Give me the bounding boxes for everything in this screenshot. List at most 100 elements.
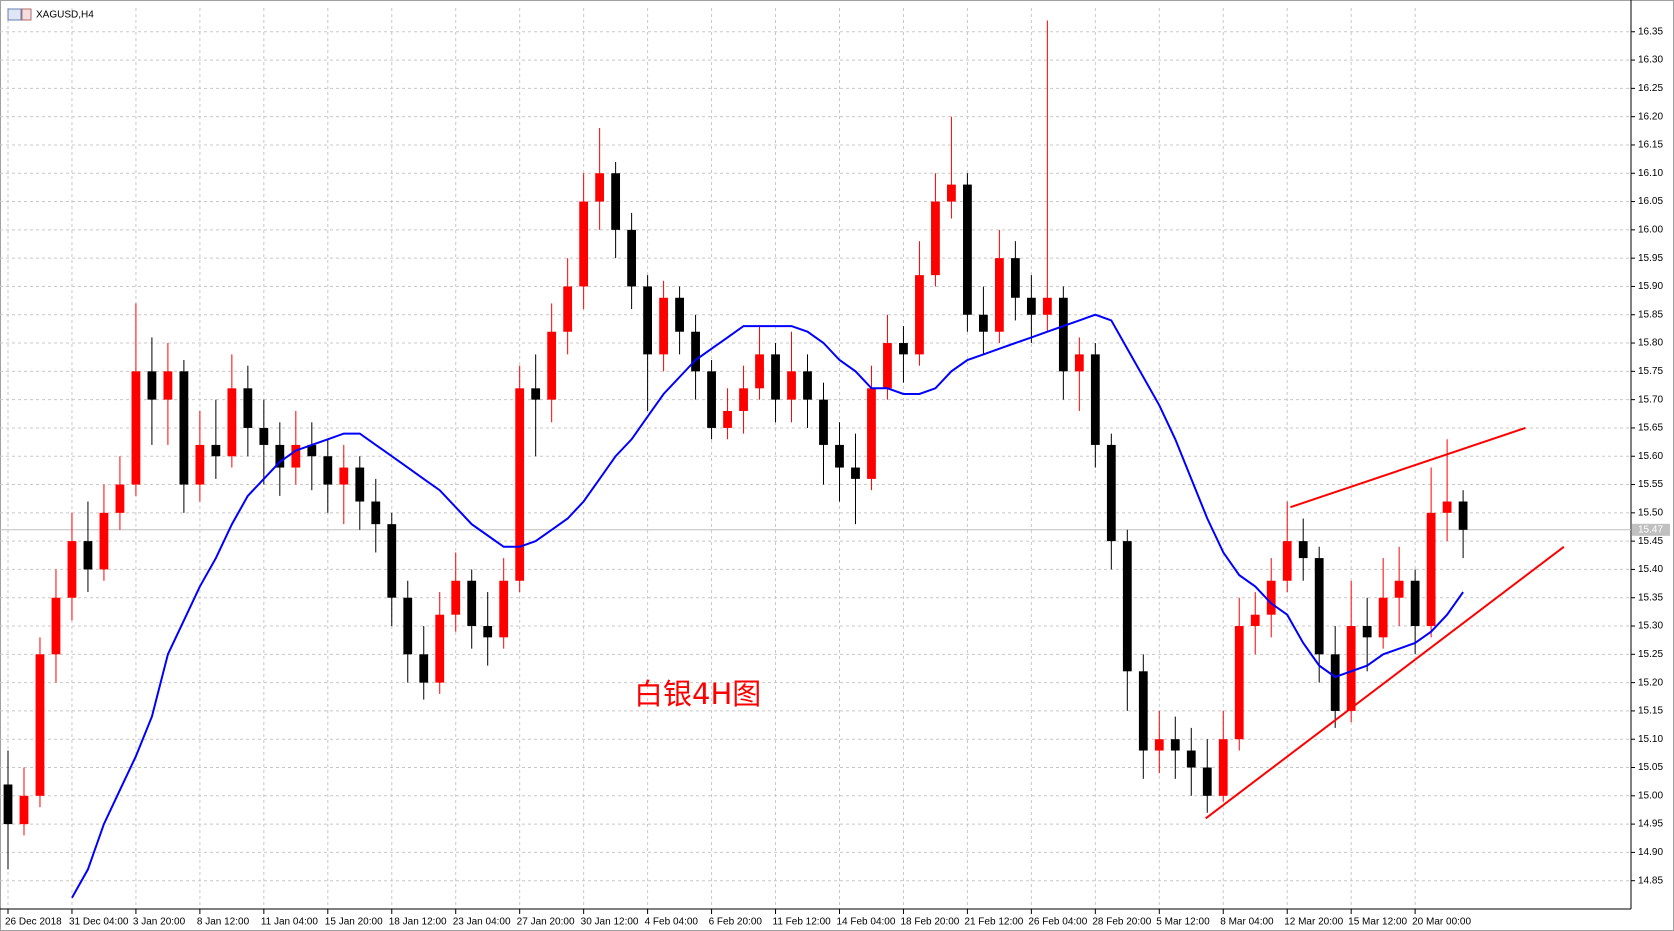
candle-body: [355, 467, 365, 502]
candle-body: [67, 541, 77, 598]
candle-body: [1442, 501, 1452, 513]
x-tick-label: 11 Feb 12:00: [773, 917, 832, 928]
x-tick-label: 8 Jan 12:00: [197, 917, 250, 928]
candle-body: [739, 388, 748, 411]
trend-line: [1290, 426, 1526, 509]
candle-body: [915, 275, 924, 355]
candle-body: [883, 343, 892, 389]
candle-body: [723, 410, 732, 428]
candle-body: [515, 388, 525, 581]
x-tick-label: 26 Dec 2018: [5, 917, 62, 928]
x-tick-label: 23 Jan 04:00: [453, 917, 511, 928]
y-tick-label: 15.90: [1638, 281, 1663, 292]
candle-body: [1282, 541, 1292, 581]
candle-body: [1074, 354, 1084, 372]
y-tick-label: 15.20: [1638, 677, 1663, 688]
candle-body: [963, 184, 972, 315]
y-tick-label: 15.40: [1638, 564, 1663, 575]
candle-body: [691, 331, 700, 372]
x-tick-label: 28 Feb 20:00: [1092, 917, 1151, 928]
x-tick-label: 20 Mar 00:00: [1412, 917, 1471, 928]
candle-body: [1234, 626, 1244, 740]
y-tick-label: 15.70: [1638, 394, 1663, 405]
y-tick-label: 16.35: [1638, 26, 1663, 37]
candle-body: [275, 444, 285, 468]
candle-body: [1458, 501, 1468, 530]
x-tick-label: 12 Mar 20:00: [1284, 917, 1343, 928]
candle-body: [451, 580, 461, 615]
y-tick-label: 14.95: [1638, 819, 1663, 830]
y-tick-label: 16.00: [1638, 224, 1663, 235]
candle-body: [339, 467, 349, 485]
candle-body: [627, 229, 637, 287]
candle-body: [659, 297, 668, 355]
candle-body: [579, 201, 589, 287]
candle-body: [1330, 654, 1340, 711]
candle-body: [1010, 258, 1020, 298]
candle-body: [147, 371, 157, 400]
candle-body: [675, 297, 684, 332]
candle-body: [1186, 750, 1196, 768]
marks: [3, 20, 1565, 899]
candle-body: [1058, 297, 1068, 372]
x-tick-label: 18 Jan 12:00: [389, 917, 447, 928]
x-tick-label: 11 Jan 04:00: [261, 917, 319, 928]
x-tick-label: 26 Feb 04:00: [1028, 917, 1087, 928]
x-tick-label: 15 Jan 20:00: [325, 917, 383, 928]
candle-body: [531, 388, 541, 400]
candle-body: [1170, 739, 1180, 751]
y-tick-label: 15.60: [1638, 451, 1663, 462]
candle-body: [499, 580, 509, 638]
candle-body: [323, 456, 333, 485]
candle-body: [707, 371, 716, 428]
candle-body: [1202, 767, 1212, 796]
x-tick-label: 27 Jan 20:00: [517, 917, 575, 928]
x-tick-label: 14 Feb 04:00: [836, 917, 895, 928]
grid: [0, 0, 1635, 914]
window-icon: [7, 8, 22, 21]
candle-body: [115, 484, 125, 513]
x-tick-label: 21 Feb 12:00: [964, 917, 1023, 928]
candle-body: [947, 184, 956, 202]
y-tick-label: 15.45: [1638, 536, 1663, 547]
candle-body: [83, 541, 93, 570]
candle-body: [1410, 580, 1420, 627]
candle-body: [291, 444, 301, 468]
candle-body: [35, 654, 45, 796]
y-tick-label: 15.00: [1638, 790, 1663, 801]
y-tick-label: 14.85: [1638, 875, 1663, 886]
candle-body: [19, 795, 29, 825]
annotation: 白银4H图: [634, 677, 761, 711]
y-tick-label: 15.80: [1638, 338, 1663, 349]
candle-body: [547, 331, 557, 400]
candle-body: [835, 444, 844, 468]
candle-body: [994, 258, 1004, 332]
y-tick-label: 15.15: [1638, 706, 1663, 717]
candle-body: [851, 467, 860, 479]
y-tick-label: 15.30: [1638, 621, 1663, 632]
candle-body: [259, 427, 269, 445]
candle-body: [867, 388, 876, 479]
candle-body: [227, 388, 237, 457]
x-tick-label: 4 Feb 04:00: [645, 917, 699, 928]
candle-body: [1266, 580, 1276, 615]
candle-body: [1154, 739, 1164, 751]
x-tick-label: 6 Feb 20:00: [709, 917, 763, 928]
y-tick-label: 16.10: [1638, 168, 1663, 179]
candle-body: [611, 173, 621, 230]
x-tick-label: 30 Jan 12:00: [581, 917, 639, 928]
y-tick-label: 15.85: [1638, 309, 1663, 320]
candle-body: [899, 343, 908, 355]
y-tick-label: 16.25: [1638, 83, 1663, 94]
candle-body: [1042, 297, 1052, 315]
candle-body: [131, 371, 141, 485]
candle-body: [483, 626, 493, 638]
candle-body: [1218, 739, 1228, 796]
candle-body: [755, 354, 764, 389]
candle-body: [803, 371, 812, 400]
y-tick-label: 15.25: [1638, 649, 1663, 660]
x-tick-label: 18 Feb 20:00: [900, 917, 959, 928]
y-tick-label: 15.65: [1638, 423, 1663, 434]
